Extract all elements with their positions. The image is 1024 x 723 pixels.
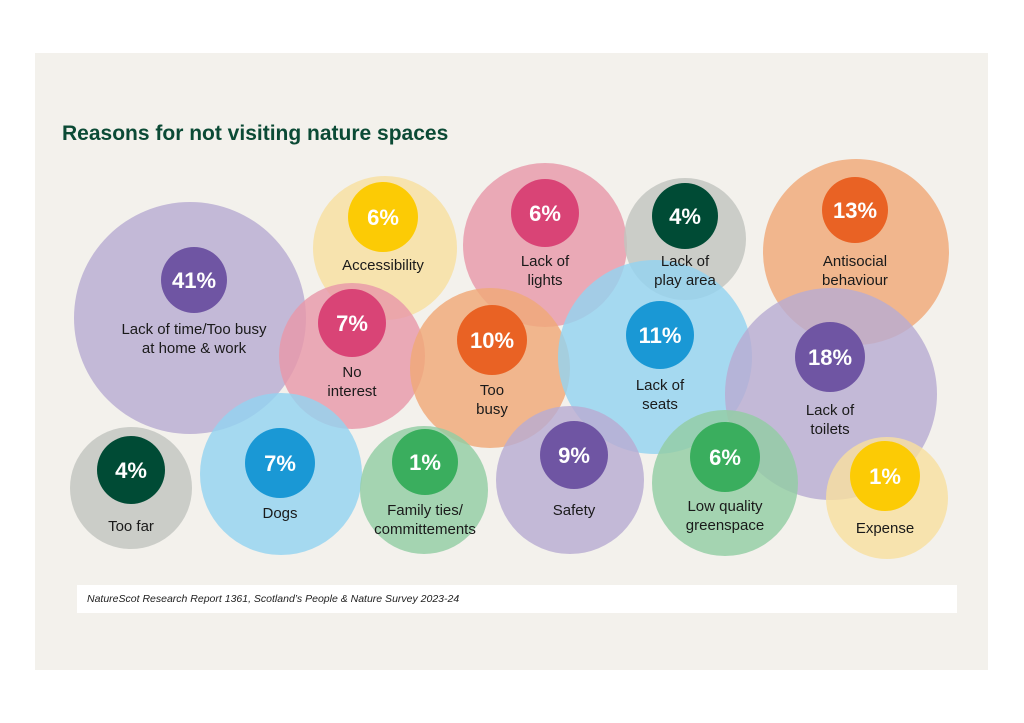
value-dot [245, 428, 315, 498]
bubble [74, 202, 306, 434]
category-label: toilets [810, 421, 849, 438]
category-label: Lack of [806, 402, 855, 419]
value-label: 4% [669, 204, 701, 229]
source-box: NatureScot Research Report 1361, Scotlan… [77, 585, 957, 613]
category-label: Lack of [636, 377, 685, 394]
category-label: busy [476, 401, 508, 418]
category-label: Family ties/ [387, 502, 464, 519]
category-label: lights [527, 272, 562, 289]
value-dot [348, 182, 418, 252]
value-label: 9% [558, 443, 590, 468]
chart-title: Reasons for not visiting nature spaces [62, 122, 449, 145]
value-label: 13% [833, 198, 877, 223]
value-dot [511, 179, 579, 247]
value-dot [540, 421, 608, 489]
value-dot [822, 177, 888, 243]
category-label: Dogs [262, 505, 297, 522]
value-label: 6% [367, 205, 399, 230]
value-dot [690, 422, 760, 492]
category-label: Lack of time/Too busy [121, 321, 267, 338]
category-label: Lack of [521, 253, 570, 270]
value-label: 7% [264, 451, 296, 476]
value-label: 1% [409, 450, 441, 475]
category-label: behaviour [822, 272, 888, 289]
value-dot [652, 183, 718, 249]
value-dot [795, 322, 865, 392]
value-dot [161, 247, 227, 313]
value-dot [457, 305, 527, 375]
value-label: 1% [869, 464, 901, 489]
category-label: committements [374, 521, 476, 538]
value-dot [850, 441, 920, 511]
category-label: Lack of [661, 253, 710, 270]
value-label: 10% [470, 328, 514, 353]
category-label: No [342, 364, 361, 381]
category-label: Safety [553, 502, 596, 519]
category-label: seats [642, 396, 678, 413]
category-label: Accessibility [342, 257, 424, 274]
category-label: interest [327, 383, 377, 400]
category-label: greenspace [686, 517, 764, 534]
value-label: 4% [115, 458, 147, 483]
value-label: 6% [529, 201, 561, 226]
value-label: 18% [808, 345, 852, 370]
category-label: Too far [108, 518, 154, 535]
value-label: 11% [639, 323, 682, 348]
source-text: NatureScot Research Report 1361, Scotlan… [87, 593, 460, 605]
category-label: Too [480, 382, 504, 399]
value-dot [97, 436, 165, 504]
value-dot [318, 289, 386, 357]
category-label: play area [654, 272, 716, 289]
value-label: 6% [709, 445, 741, 470]
category-label: Antisocial [823, 253, 887, 270]
value-dot [626, 301, 694, 369]
value-dot [392, 429, 458, 495]
category-label: Expense [856, 520, 914, 537]
value-label: 7% [336, 311, 368, 336]
category-label: Low quality [687, 498, 763, 515]
category-label: at home & work [142, 340, 247, 357]
value-label: 41% [172, 268, 216, 293]
